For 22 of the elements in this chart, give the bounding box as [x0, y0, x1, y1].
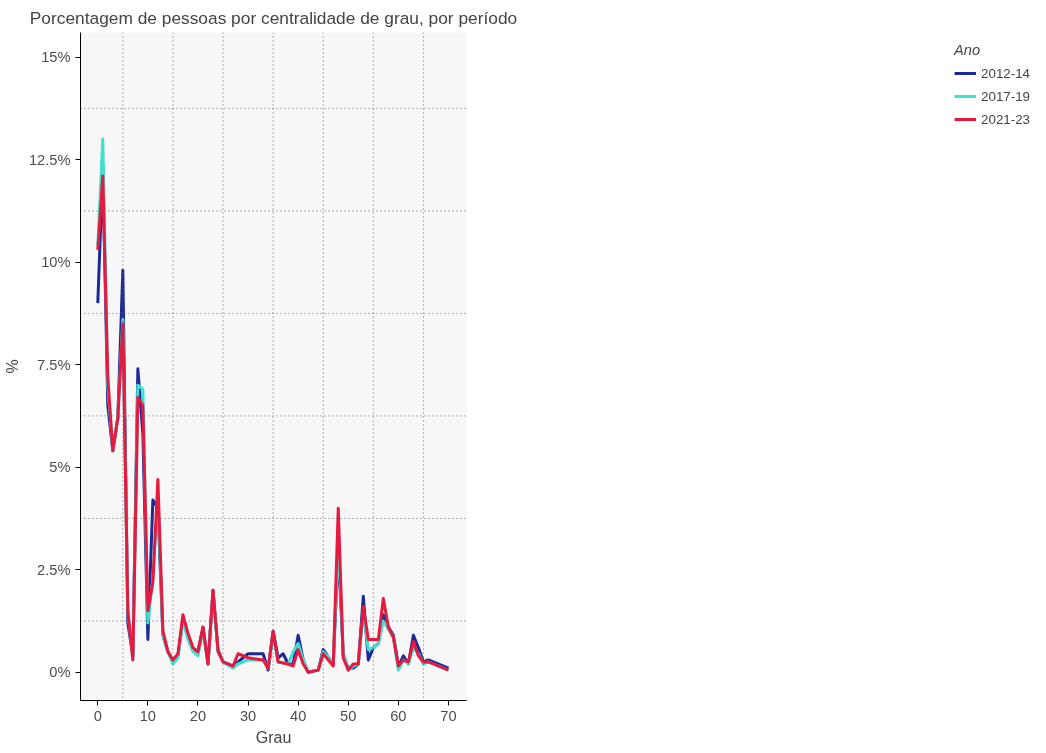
x-tick-label: 40: [290, 707, 307, 724]
x-tick-label: 30: [239, 707, 257, 724]
x-tick-label: 50: [340, 707, 357, 724]
y-tick-label: 0%: [49, 664, 71, 681]
x-tick-label: 60: [390, 707, 407, 724]
y-tick-label: 5%: [49, 459, 71, 476]
legend-label: 2021-23: [981, 111, 1030, 127]
y-tick-label: 10%: [41, 254, 71, 271]
legend-label: 2017-19: [981, 88, 1030, 104]
x-tick-label: 10: [139, 707, 157, 724]
x-tick-label: 20: [189, 707, 207, 724]
y-tick-label: 12.5%: [28, 151, 71, 168]
x-tick-label: 0: [93, 707, 102, 724]
y-tick-label: 15%: [41, 49, 71, 66]
x-axis-title: Grau: [255, 728, 292, 746]
chart-title: Porcentagem de pessoas por centralidade de grau, por período: [29, 7, 518, 28]
legend-label: 2012-14: [981, 65, 1030, 81]
y-tick-label: 2.5%: [37, 561, 71, 578]
y-tick-label: 7.5%: [37, 356, 71, 373]
x-tick-label: 70: [440, 707, 457, 724]
y-axis-title: %: [3, 359, 21, 374]
legend-title: Ano: [954, 42, 982, 58]
